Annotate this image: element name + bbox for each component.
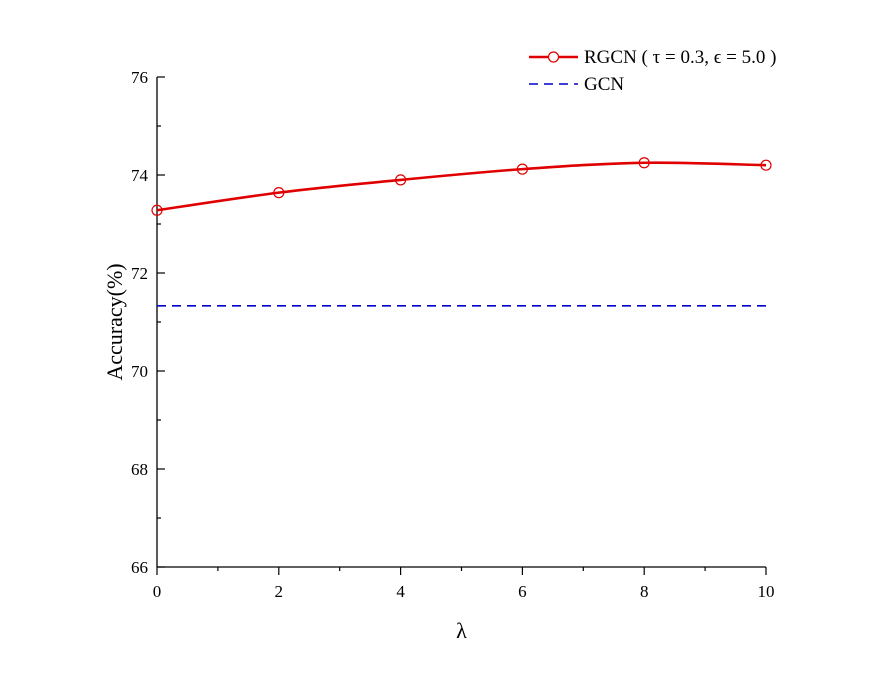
legend-marker: [547, 51, 560, 63]
x-tick-label: 2: [275, 582, 284, 601]
y-tick-label: 70: [131, 362, 148, 381]
y-tick-label: 76: [131, 68, 148, 87]
legend-item: GCN: [529, 74, 624, 95]
x-tick-label: 8: [640, 582, 649, 601]
rgcn-point: [638, 157, 650, 169]
x-tick-label: 10: [758, 582, 775, 601]
series-rgcn: [151, 157, 772, 216]
rgcn-point: [151, 204, 163, 216]
rgcn-point: [516, 163, 529, 175]
rgcn-point: [760, 159, 772, 171]
y-tick-label: 66: [131, 558, 148, 577]
y-tick-label: 72: [131, 264, 148, 283]
axes: [156, 77, 766, 568]
legend-item: RGCN ( τ = 0.3, ϵ = 5.0 ): [529, 47, 776, 68]
y-axis-title: Accuracy(%): [102, 263, 127, 380]
x-axis-title: λ: [456, 618, 467, 643]
rgcn-point: [395, 174, 407, 186]
y-tick-label: 74: [131, 166, 149, 185]
x-tick-label: 4: [396, 582, 405, 601]
rgcn-point: [273, 187, 285, 199]
rgcn-line: [156, 161, 767, 212]
y-tick-label: 68: [131, 460, 148, 479]
x-tick-label: 0: [153, 582, 162, 601]
axis-ticks: [156, 76, 767, 575]
legend: RGCN ( τ = 0.3, ϵ = 5.0 ) GCN: [529, 47, 776, 95]
series-layer: [151, 157, 772, 307]
x-tick-label: 6: [518, 582, 527, 601]
legend-label: GCN: [584, 74, 624, 95]
legend-label: RGCN ( τ = 0.3, ϵ = 5.0 ): [584, 47, 776, 68]
